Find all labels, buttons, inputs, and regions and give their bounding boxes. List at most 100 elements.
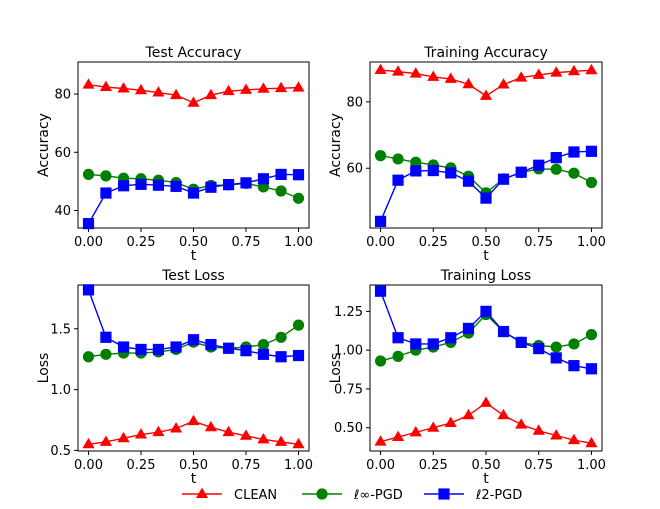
data-point [427,70,440,81]
x-tick-label: 0.25 [127,235,156,250]
data-point [135,178,147,190]
data-point [567,64,581,76]
data-point [257,338,270,351]
x-tick-label: 0.00 [74,458,103,473]
data-point [533,159,545,171]
data-point [480,192,492,204]
legend-label: ℓ∞-PGD [353,488,403,503]
x-axis-label: t [191,471,197,487]
data-point [550,341,562,353]
x-tick-label: 0.00 [74,235,103,250]
data-point [374,150,387,162]
data-point [82,351,95,363]
series-linf [374,308,598,367]
x-tick-label: 0.25 [419,235,448,250]
data-point [292,319,305,331]
chart-panel-training-accuracy: Training Accuracy 0.00 0.25 0.50 0.75 1.00 60 8… [328,45,606,264]
data-point [292,81,305,92]
chart-panel-test-accuracy: Test Accuracy 0.00 0.25 0.50 0.75 1.00 40 60 80 t… [36,45,313,264]
data-point [568,338,580,350]
data-point [275,168,287,181]
data-point [204,88,218,100]
data-point [204,420,218,432]
data-point [205,338,217,351]
data-point [374,355,387,367]
data-point [82,284,95,296]
data-point [117,431,130,443]
x-tick-label: 0.00 [366,235,395,250]
data-point [550,66,563,77]
data-point [392,174,404,186]
x-tick-label: 1.00 [577,235,606,250]
x-tick-label: 0.00 [366,458,395,473]
y-tick-label: 0.75 [334,382,363,397]
x-tick-label: 0.25 [419,458,448,473]
legend: CLEAN ℓ∞-PGD ℓ2-PGD [182,487,522,503]
data-point [409,425,422,437]
y-tick-label: 80 [54,88,71,103]
data-point [497,325,510,338]
data-point [410,338,422,350]
y-tick-label: 60 [54,146,71,161]
x-axis-label: t [483,471,489,487]
data-point [100,348,112,360]
data-point [240,345,252,357]
data-point [585,436,598,448]
data-point [205,181,217,193]
data-point [480,305,492,317]
data-point [462,322,475,335]
data-point [532,424,545,435]
y-tick-label: 0.50 [334,421,363,436]
data-point [550,352,562,364]
data-point [170,180,182,192]
data-point [222,179,235,191]
data-point [497,78,510,89]
data-point [134,428,148,439]
data-point [292,192,305,204]
data-point [374,215,387,227]
data-point [550,163,562,175]
data-point [515,71,528,82]
data-point [257,348,270,360]
x-tick-label: 0.75 [524,235,553,250]
data-point [275,331,287,343]
data-point [462,408,475,420]
legend-marker [195,487,209,498]
series-l2 [82,168,305,230]
series-clean [82,78,305,107]
data-point [585,329,598,341]
data-point [100,187,112,199]
data-point [585,145,598,157]
x-tick-label: 0.25 [127,458,156,473]
data-point [82,437,95,449]
data-point [568,146,580,158]
data-point [222,84,235,96]
y-tick-label: 1.5 [50,322,71,337]
data-point [275,351,287,363]
data-point [497,408,510,420]
data-point [240,177,252,189]
data-point [117,82,130,93]
data-point [187,96,200,107]
x-tick-label: 0.75 [232,458,261,473]
data-point [134,83,148,95]
data-point [497,173,510,185]
data-point [99,435,113,446]
y-tick-label: 60 [346,162,363,177]
data-point [374,435,387,446]
data-point [444,72,457,83]
series-clean [374,396,598,448]
data-point [152,179,165,191]
panel-title: Test Accuracy [145,45,242,61]
data-point [99,80,113,92]
data-point [374,63,387,74]
data-point [392,153,404,165]
y-tick-label: 0.5 [50,444,71,459]
y-axis-label: Loss [328,353,344,384]
data-point [187,187,200,199]
data-point [257,82,270,93]
data-point [585,363,598,375]
data-point [152,343,165,356]
series-l2 [374,145,598,227]
data-point [187,414,200,426]
